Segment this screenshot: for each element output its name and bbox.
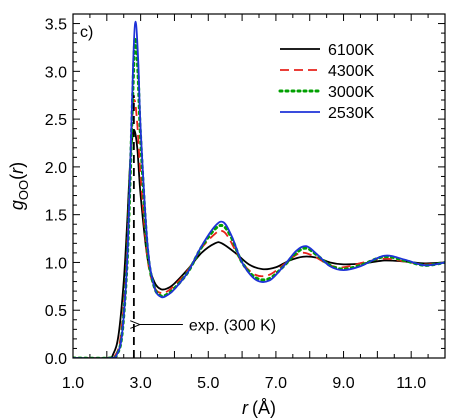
legend-label: 6100K — [328, 42, 375, 59]
y-tick-label: 3.0 — [45, 64, 67, 81]
y-tick-label: 1.5 — [45, 208, 67, 225]
x-axis-unit: (Å) — [252, 398, 276, 418]
y-tick-label: 2.0 — [45, 160, 67, 177]
y-axis-open-paren: ( — [7, 174, 27, 180]
y-axis-var: g — [7, 200, 27, 210]
y-axis-title: gOO(r) — [7, 162, 31, 210]
x-tick-label: 5.0 — [197, 375, 219, 392]
x-tick-labels: 1.0 3.0 5.0 7.0 9.0 11.0 — [62, 375, 426, 392]
y-axis-sub: OO — [16, 180, 31, 200]
y-tick-label: 0.0 — [45, 351, 67, 368]
series-line-6100k — [73, 129, 445, 358]
x-axis-title: r (Å) — [242, 398, 276, 418]
y-tick-label: 1.0 — [45, 255, 67, 272]
y-tick-label: 3.5 — [45, 17, 67, 34]
legend: 6100K 4300K 3000K 2530K — [278, 42, 375, 122]
annotation-layer: exp. (300 K) — [134, 95, 276, 358]
y-axis-arg: r — [7, 167, 27, 174]
x-axis-var: r — [242, 398, 249, 418]
x-tick-label: 9.0 — [332, 375, 354, 392]
plot-frame — [72, 13, 446, 359]
legend-label: 4300K — [328, 63, 375, 80]
series-layer — [73, 20, 445, 358]
x-tick-label: 3.0 — [130, 375, 152, 392]
x-tick-label: 11.0 — [396, 375, 426, 392]
legend-label: 3000K — [328, 84, 375, 101]
y-tick-labels: 0.0 0.5 1.0 1.5 2.0 2.5 3.0 3.5 — [45, 17, 67, 368]
legend-label: 2530K — [328, 105, 375, 122]
y-tick-label: 2.5 — [45, 112, 67, 129]
x-tick-label: 1.0 — [62, 375, 84, 392]
panel-label: c) — [80, 24, 93, 41]
series-line-2530k — [73, 20, 445, 358]
x-tick-label: 7.0 — [265, 375, 287, 392]
y-tick-label: 0.5 — [45, 303, 67, 320]
y-axis-close-paren: ) — [7, 162, 27, 168]
annotation-label: exp. (300 K) — [189, 318, 276, 335]
